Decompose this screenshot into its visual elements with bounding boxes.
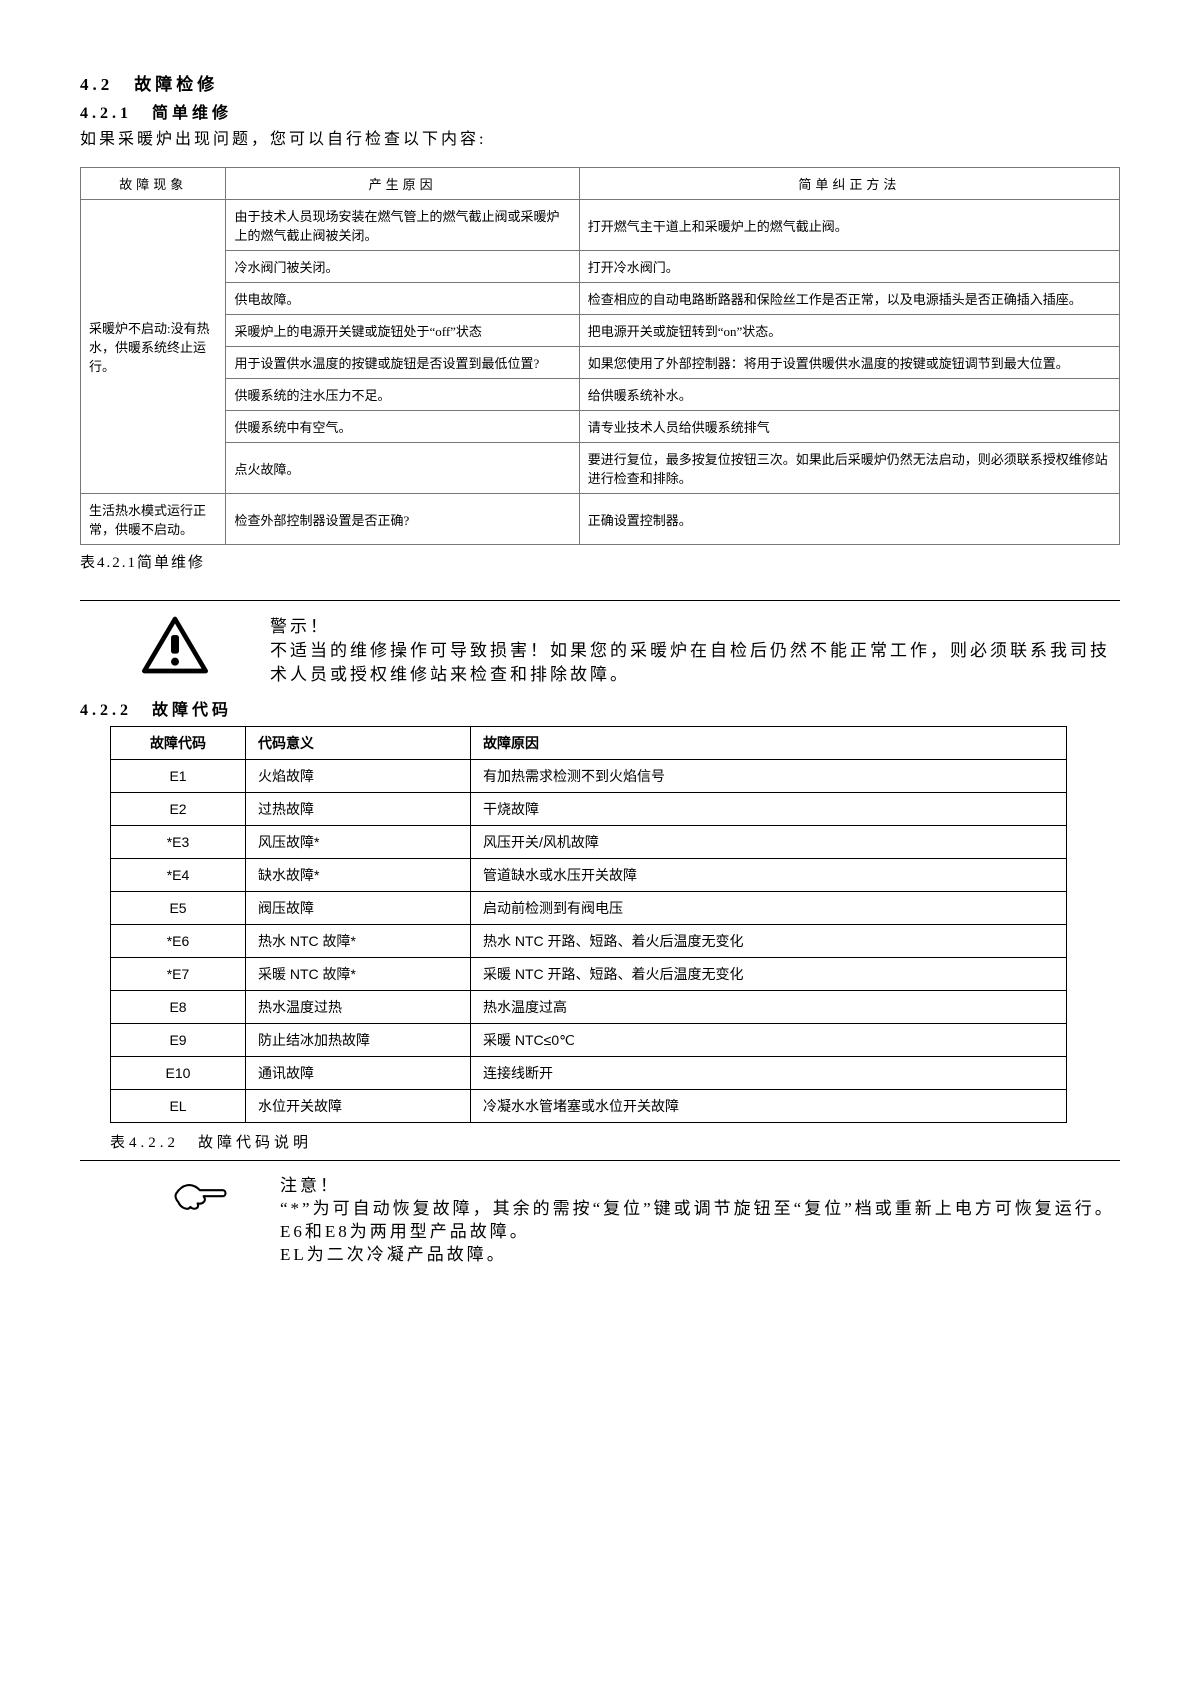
t2-header-meaning: 代码意义 <box>246 727 471 760</box>
cause-cell: 冷水阀门被关闭。 <box>226 251 579 283</box>
cause-cell: 采暖炉上的电源开关键或旋钮处于“off”状态 <box>226 315 579 347</box>
fix-cell: 正确设置控制器。 <box>579 494 1119 545</box>
table-row: E8热水温度过热热水温度过高 <box>111 991 1067 1024</box>
table-row: *E7采暖 NTC 故障*采暖 NTC 开路、短路、着火后温度无变化 <box>111 958 1067 991</box>
table-row: *E3风压故障*风压开关/风机故障 <box>111 826 1067 859</box>
meaning-cell: 水位开关故障 <box>246 1090 471 1123</box>
t1-header-symptom: 故障现象 <box>81 168 226 200</box>
note-line-3: EL为二次冷凝产品故障。 <box>280 1244 1115 1267</box>
code-cell: *E4 <box>111 859 246 892</box>
pointing-hand-icon <box>170 1175 230 1215</box>
fix-cell: 请专业技术人员给供暖系统排气 <box>579 411 1119 443</box>
fix-cell: 打开冷水阀门。 <box>579 251 1119 283</box>
table-row: 生活热水模式运行正常，供暖不启动。检查外部控制器设置是否正确?正确设置控制器。 <box>81 494 1120 545</box>
fix-cell: 打开燃气主干道上和采暖炉上的燃气截止阀。 <box>579 200 1119 251</box>
note-line-1: “*”为可自动恢复故障，其余的需按“复位”键或调节旋钮至“复位”档或重新上电方可… <box>280 1198 1115 1221</box>
cause-cell: 干烧故障 <box>471 793 1067 826</box>
meaning-cell: 通讯故障 <box>246 1057 471 1090</box>
cause-cell: 由于技术人员现场安装在燃气管上的燃气截止阀或采暖炉上的燃气截止阀被关闭。 <box>226 200 579 251</box>
table-row: E2过热故障干烧故障 <box>111 793 1067 826</box>
error-code-table: 故障代码 代码意义 故障原因 E1火焰故障有加热需求检测不到火焰信号E2过热故障… <box>110 726 1067 1123</box>
fix-cell: 要进行复位，最多按复位按钮三次。如果此后采暖炉仍然无法启动，则必须联系授权维修站… <box>579 443 1119 494</box>
cause-cell: 供电故障。 <box>226 283 579 315</box>
table2-caption: 表4.2.2 故障代码说明 <box>110 1131 1120 1152</box>
meaning-cell: 火焰故障 <box>246 760 471 793</box>
symptom-cell: 生活热水模式运行正常，供暖不启动。 <box>81 494 226 545</box>
meaning-cell: 防止结冰加热故障 <box>246 1024 471 1057</box>
fix-cell: 如果您使用了外部控制器：将用于设置供暖供水温度的按键或旋钮调节到最大位置。 <box>579 347 1119 379</box>
cause-cell: 供暖系统的注水压力不足。 <box>226 379 579 411</box>
table-row: EL水位开关故障冷凝水水管堵塞或水位开关故障 <box>111 1090 1067 1123</box>
meaning-cell: 采暖 NTC 故障* <box>246 958 471 991</box>
table-row: 点火故障。要进行复位，最多按复位按钮三次。如果此后采暖炉仍然无法启动，则必须联系… <box>81 443 1120 494</box>
code-cell: E8 <box>111 991 246 1024</box>
table-row: E1火焰故障有加热需求检测不到火焰信号 <box>111 760 1067 793</box>
fix-cell: 给供暖系统补水。 <box>579 379 1119 411</box>
divider <box>80 1160 1120 1161</box>
table1-caption: 表4.2.1简单维修 <box>80 551 1120 572</box>
table-row: 冷水阀门被关闭。打开冷水阀门。 <box>81 251 1120 283</box>
cause-cell: 风压开关/风机故障 <box>471 826 1067 859</box>
warning-block: 警示！ 不适当的维修操作可导致损害！如果您的采暖炉在自检后仍然不能正常工作，则必… <box>140 615 1120 686</box>
note-title: 注意！ <box>280 1175 1115 1198</box>
table-row: E10通讯故障连接线断开 <box>111 1057 1067 1090</box>
cause-cell: 热水 NTC 开路、短路、着火后温度无变化 <box>471 925 1067 958</box>
table-row: *E4缺水故障*管道缺水或水压开关故障 <box>111 859 1067 892</box>
code-cell: *E7 <box>111 958 246 991</box>
simple-repair-table: 故障现象 产生原因 简单纠正方法 采暖炉不启动:没有热水，供暖系统终止运行。由于… <box>80 167 1120 545</box>
code-cell: *E6 <box>111 925 246 958</box>
meaning-cell: 阀压故障 <box>246 892 471 925</box>
table-row: 用于设置供水温度的按键或旋钮是否设置到最低位置?如果您使用了外部控制器：将用于设… <box>81 347 1120 379</box>
cause-cell: 连接线断开 <box>471 1057 1067 1090</box>
meaning-cell: 热水温度过热 <box>246 991 471 1024</box>
fix-cell: 把电源开关或旋钮转到“on”状态。 <box>579 315 1119 347</box>
table-row: E5阀压故障启动前检测到有阀电压 <box>111 892 1067 925</box>
code-cell: *E3 <box>111 826 246 859</box>
code-cell: E10 <box>111 1057 246 1090</box>
heading-4-2-1: 4.2.1 简单维修 <box>80 99 1120 123</box>
table-row: 供暖系统中有空气。请专业技术人员给供暖系统排气 <box>81 411 1120 443</box>
t1-header-fix: 简单纠正方法 <box>579 168 1119 200</box>
note-block: 注意！ “*”为可自动恢复故障，其余的需按“复位”键或调节旋钮至“复位”档或重新… <box>170 1175 1120 1267</box>
heading-4-2: 4.2 故障检修 <box>80 70 1120 95</box>
cause-cell: 采暖 NTC 开路、短路、着火后温度无变化 <box>471 958 1067 991</box>
t2-header-code: 故障代码 <box>111 727 246 760</box>
code-cell: EL <box>111 1090 246 1123</box>
cause-cell: 启动前检测到有阀电压 <box>471 892 1067 925</box>
warning-triangle-icon <box>140 615 210 675</box>
meaning-cell: 缺水故障* <box>246 859 471 892</box>
table-row: E9防止结冰加热故障采暖 NTC≤0℃ <box>111 1024 1067 1057</box>
note-line-2: E6和E8为两用型产品故障。 <box>280 1221 1115 1244</box>
heading-4-2-2: 4.2.2 故障代码 <box>80 696 1120 720</box>
cause-cell: 采暖 NTC≤0℃ <box>471 1024 1067 1057</box>
code-cell: E1 <box>111 760 246 793</box>
t2-header-cause: 故障原因 <box>471 727 1067 760</box>
meaning-cell: 风压故障* <box>246 826 471 859</box>
intro-text: 如果采暖炉出现问题，您可以自行检查以下内容: <box>80 125 1120 149</box>
table-row: 供电故障。检查相应的自动电路断路器和保险丝工作是否正常，以及电源插头是否正确插入… <box>81 283 1120 315</box>
cause-cell: 热水温度过高 <box>471 991 1067 1024</box>
t1-header-cause: 产生原因 <box>226 168 579 200</box>
meaning-cell: 热水 NTC 故障* <box>246 925 471 958</box>
cause-cell: 供暖系统中有空气。 <box>226 411 579 443</box>
code-cell: E5 <box>111 892 246 925</box>
cause-cell: 有加热需求检测不到火焰信号 <box>471 760 1067 793</box>
cause-cell: 管道缺水或水压开关故障 <box>471 859 1067 892</box>
table-row: 采暖炉上的电源开关键或旋钮处于“off”状态把电源开关或旋钮转到“on”状态。 <box>81 315 1120 347</box>
cause-cell: 检查外部控制器设置是否正确? <box>226 494 579 545</box>
table-row: 供暖系统的注水压力不足。给供暖系统补水。 <box>81 379 1120 411</box>
cause-cell: 用于设置供水温度的按键或旋钮是否设置到最低位置? <box>226 347 579 379</box>
warning-body: 不适当的维修操作可导致损害！如果您的采暖炉在自检后仍然不能正常工作，则必须联系我… <box>270 639 1120 687</box>
warning-title: 警示！ <box>270 615 1120 639</box>
table-row: 采暖炉不启动:没有热水，供暖系统终止运行。由于技术人员现场安装在燃气管上的燃气截… <box>81 200 1120 251</box>
cause-cell: 点火故障。 <box>226 443 579 494</box>
divider <box>80 600 1120 601</box>
cause-cell: 冷凝水水管堵塞或水位开关故障 <box>471 1090 1067 1123</box>
meaning-cell: 过热故障 <box>246 793 471 826</box>
fix-cell: 检查相应的自动电路断路器和保险丝工作是否正常，以及电源插头是否正确插入插座。 <box>579 283 1119 315</box>
code-cell: E9 <box>111 1024 246 1057</box>
table-row: *E6热水 NTC 故障*热水 NTC 开路、短路、着火后温度无变化 <box>111 925 1067 958</box>
code-cell: E2 <box>111 793 246 826</box>
symptom-cell: 采暖炉不启动:没有热水，供暖系统终止运行。 <box>81 200 226 494</box>
